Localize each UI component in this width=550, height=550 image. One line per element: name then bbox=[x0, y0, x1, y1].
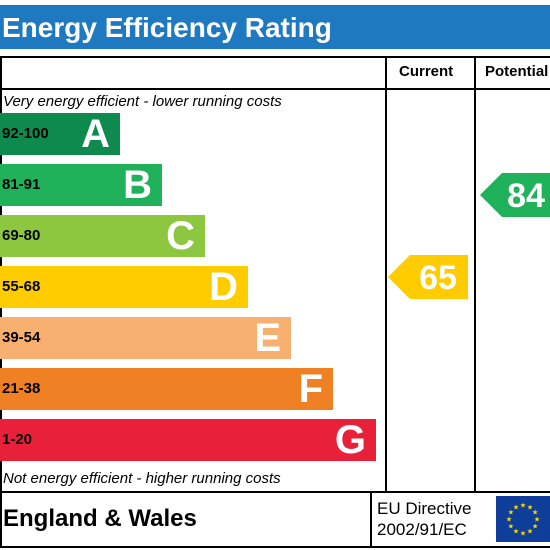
region-label: England & Wales bbox=[3, 505, 197, 532]
eu-directive-line2: 2002/91/EC bbox=[377, 520, 467, 539]
band-range: 1-20 bbox=[2, 431, 33, 448]
flag-star-icon: ★ bbox=[532, 509, 538, 517]
band-letter: E bbox=[254, 316, 281, 360]
footer-divider bbox=[0, 491, 550, 493]
band-range: 69-80 bbox=[2, 227, 41, 244]
potential-column-header: Potential bbox=[485, 63, 549, 80]
band-g: 1-20 G bbox=[0, 419, 376, 461]
flag-star-icon: ★ bbox=[520, 502, 526, 510]
band-range: 92-100 bbox=[2, 125, 49, 142]
band-letter: G bbox=[334, 418, 366, 462]
flag-star-icon: ★ bbox=[534, 516, 540, 524]
divider-potential bbox=[474, 56, 476, 492]
band-range: 21-38 bbox=[2, 380, 41, 397]
flag-star-icon: ★ bbox=[508, 523, 514, 531]
band-c: 69-80 C bbox=[0, 215, 205, 257]
band-range: 55-68 bbox=[2, 278, 41, 295]
band-range: 39-54 bbox=[2, 329, 41, 346]
flag-star-icon: ★ bbox=[513, 503, 519, 511]
band-e: 39-54 E bbox=[0, 317, 291, 359]
flag-star-icon: ★ bbox=[527, 503, 533, 511]
band-a: 92-100 A bbox=[0, 113, 120, 155]
band-b: 81-91 B bbox=[0, 164, 162, 206]
bottom-note: Not energy efficient - higher running co… bbox=[3, 470, 281, 487]
band-range: 81-91 bbox=[2, 176, 41, 193]
flag-star-icon: ★ bbox=[513, 528, 519, 536]
band-letter: C bbox=[166, 214, 195, 258]
band-letter: D bbox=[209, 265, 238, 309]
title-bar: Energy Efficiency Rating bbox=[0, 5, 550, 49]
flag-star-icon: ★ bbox=[506, 516, 512, 524]
footer-divider-vertical bbox=[370, 491, 372, 548]
potential-rating-arrow: 84 bbox=[480, 173, 550, 217]
band-d: 55-68 D bbox=[0, 266, 248, 308]
flag-star-icon: ★ bbox=[508, 509, 514, 517]
flag-star-icon: ★ bbox=[532, 523, 538, 531]
band-f: 21-38 F bbox=[0, 368, 333, 410]
band-letter: B bbox=[123, 163, 152, 207]
current-rating-arrow: 65 bbox=[388, 255, 468, 299]
divider-current bbox=[385, 56, 387, 492]
potential-rating-value: 84 bbox=[507, 177, 545, 215]
page-title: Energy Efficiency Rating bbox=[2, 12, 332, 43]
band-letter: F bbox=[298, 367, 323, 411]
header-divider bbox=[0, 88, 550, 90]
current-column-header: Current bbox=[399, 63, 454, 80]
flag-star-icon: ★ bbox=[520, 530, 526, 538]
current-rating-value: 65 bbox=[419, 259, 457, 297]
band-letter: A bbox=[81, 112, 110, 156]
eu-directive-line1: EU Directive bbox=[377, 499, 472, 518]
eu-flag-icon: ★ ★ ★ ★ ★ ★ ★ ★ ★ ★ ★ ★ bbox=[496, 496, 550, 542]
flag-star-icon: ★ bbox=[527, 528, 533, 536]
top-note: Very energy efficient - lower running co… bbox=[3, 93, 282, 110]
